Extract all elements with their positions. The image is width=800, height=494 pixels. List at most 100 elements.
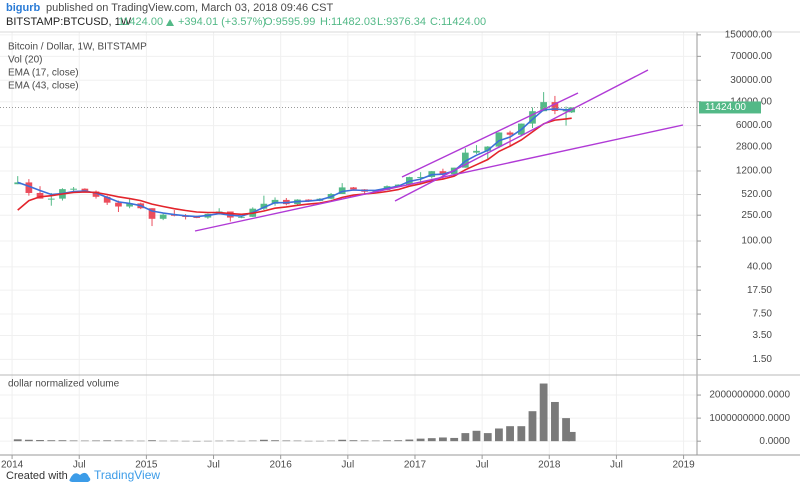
candle-body xyxy=(193,216,201,218)
volume-bar xyxy=(567,431,576,442)
y-tick-label: 17.50 xyxy=(747,285,772,296)
candle-body xyxy=(148,208,156,219)
author[interactable]: bigurb xyxy=(6,2,40,14)
volume-bar xyxy=(125,440,134,442)
candle-body xyxy=(417,176,424,178)
volume-bar xyxy=(506,426,514,442)
candle-body xyxy=(92,191,100,197)
header-last: 11424.00 xyxy=(118,16,163,28)
marks xyxy=(13,92,576,442)
volume-bar xyxy=(181,440,190,442)
volume-bar xyxy=(405,439,414,442)
x-tick-label: Jul xyxy=(610,460,623,471)
candle-body xyxy=(25,182,33,193)
candle-body xyxy=(506,132,514,135)
volume-bar xyxy=(360,440,369,442)
candle-body xyxy=(473,150,480,153)
volume-bar xyxy=(215,440,224,442)
ohlc-high: H:11482.03 xyxy=(320,16,376,28)
x-tick-label: Jul xyxy=(476,460,489,471)
candle-body xyxy=(36,192,44,199)
volume-bar xyxy=(427,438,436,442)
candle-body xyxy=(70,188,77,190)
x-tick-label: 2015 xyxy=(135,460,158,471)
candle-body xyxy=(562,110,570,112)
volume-title: dollar normalized volume xyxy=(8,379,120,390)
x-tick-label: 2018 xyxy=(538,460,561,471)
volume-bar xyxy=(226,440,235,442)
ema-line xyxy=(17,117,572,216)
volume-bar xyxy=(271,440,279,442)
y-tick-label: 1.50 xyxy=(753,354,773,365)
price-title: Bitcoin / Dollar, 1W, BITSTAMP xyxy=(8,42,147,53)
footer-brand[interactable]: TradingView xyxy=(94,468,160,482)
volume-bar xyxy=(528,411,537,442)
y-tick-label: 520.00 xyxy=(741,189,772,200)
candle-body xyxy=(126,203,133,207)
volume-bar xyxy=(170,440,179,442)
candle-body xyxy=(115,202,122,207)
ohlc-close: C:11424.00 xyxy=(430,16,486,28)
candle-body xyxy=(103,196,111,203)
y-tick-label: 30000.00 xyxy=(730,75,772,86)
volume-bar xyxy=(472,430,481,442)
volume-bar xyxy=(416,438,425,442)
volume-bar xyxy=(13,439,22,442)
volume-bar xyxy=(159,440,168,442)
y-tick-label: 250.00 xyxy=(741,210,772,221)
candle-body xyxy=(484,146,492,151)
volume-bar xyxy=(383,440,391,442)
legend-entry: EMA (43, close) xyxy=(8,81,79,92)
footer-created: Created with xyxy=(6,470,68,482)
volume-bar xyxy=(69,440,78,442)
volume-bar xyxy=(327,440,335,442)
y-tick-label: 70000.00 xyxy=(730,51,772,62)
y-tick-label: 100.00 xyxy=(741,236,772,247)
volume-bar xyxy=(562,418,570,442)
x-tick-label: Jul xyxy=(207,460,220,471)
volume-bar xyxy=(495,428,503,442)
y-tick-label: 1000000000.0000 xyxy=(709,413,790,424)
volume-bar xyxy=(47,440,56,442)
y-tick-label: 2800.00 xyxy=(736,142,773,153)
volume-bar xyxy=(24,439,33,442)
y-tick-label: 1200.00 xyxy=(736,166,773,177)
volume-bar xyxy=(293,440,302,442)
symbol: BITSTAMP:BTCUSD, 1W xyxy=(6,16,132,28)
y-tick-label: 40.00 xyxy=(747,261,772,272)
volume-bar xyxy=(517,426,526,442)
legend-entry: EMA (17, close) xyxy=(8,68,79,79)
volume-bar xyxy=(136,440,145,442)
x-tick-label: 2014 xyxy=(1,460,24,471)
last-price-label: 11424.00 xyxy=(705,102,746,113)
y-tick-label: 3.50 xyxy=(753,330,773,341)
trend-line xyxy=(394,69,649,202)
candle-body xyxy=(14,182,22,185)
volume-bar xyxy=(237,440,246,442)
trend-lines xyxy=(194,69,684,232)
volume-bar xyxy=(103,440,112,442)
candle-body xyxy=(305,199,312,201)
volume-bar xyxy=(114,440,123,442)
candle-body xyxy=(551,102,559,111)
y-tick-label: 7.50 xyxy=(753,309,773,320)
indicator-label: Vol (20) xyxy=(8,55,42,66)
x-tick-label: Jul xyxy=(341,460,354,471)
volume-bar xyxy=(450,437,459,442)
volume-bar xyxy=(282,440,291,442)
x-tick-label: 2019 xyxy=(672,460,695,471)
last-price-box xyxy=(699,101,761,114)
volume-bar xyxy=(539,383,548,442)
volume-bar xyxy=(483,433,492,442)
candle-body xyxy=(540,102,547,112)
volume-bar xyxy=(92,440,100,442)
volume-bar xyxy=(551,401,559,442)
volume-bar xyxy=(439,437,447,442)
y-tick-label: 6000.00 xyxy=(736,120,773,131)
y-tick-label: 150000.00 xyxy=(725,29,773,40)
candle-body xyxy=(260,203,268,209)
x-tick-label: 2017 xyxy=(404,460,427,471)
x-tick-label: Jul xyxy=(73,460,86,471)
candle-body xyxy=(81,188,89,192)
candle-body xyxy=(159,214,167,219)
